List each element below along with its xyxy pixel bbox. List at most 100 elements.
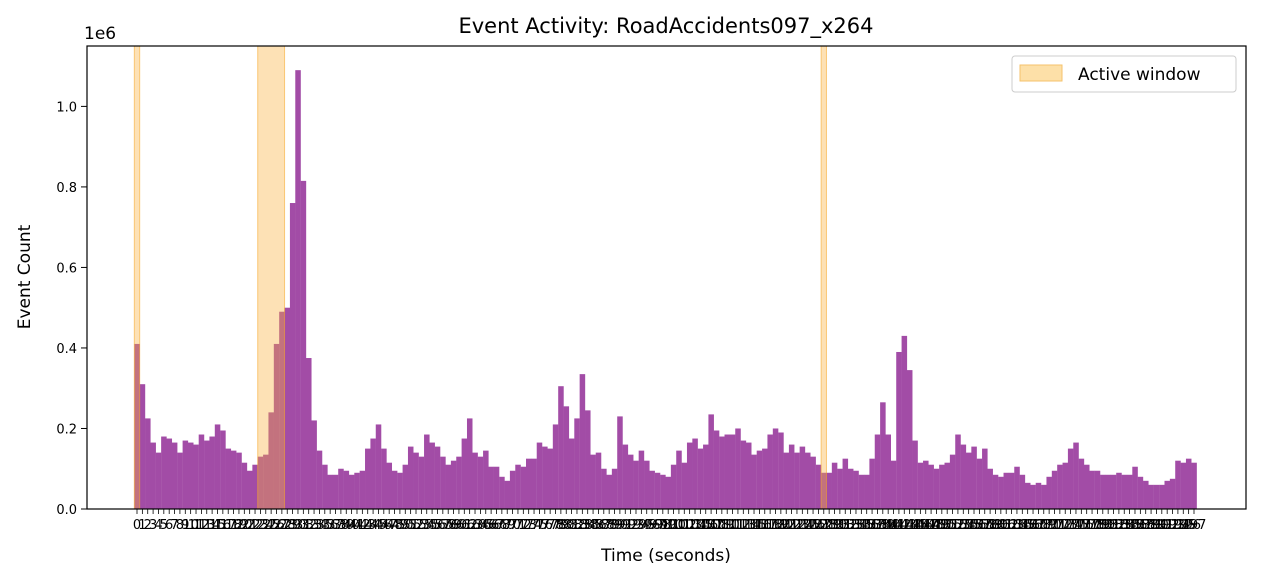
x-tick-label: 37: [327, 518, 344, 533]
bar: [365, 448, 371, 509]
bar: [563, 406, 570, 509]
bar: [547, 448, 553, 509]
x-tick-label: 147: [913, 518, 938, 533]
x-tick-label: 47: [381, 518, 398, 533]
bar: [284, 307, 291, 509]
x-tick-label: 4: [154, 518, 162, 533]
bar: [542, 446, 548, 509]
x-tick-label: 88: [601, 518, 618, 533]
x-tick-label: 192: [1155, 518, 1180, 533]
x-tick-label: 137: [860, 518, 885, 533]
y-tick-label: 1.0: [56, 100, 77, 115]
x-tick-label: 43: [359, 518, 376, 533]
bar: [434, 446, 441, 509]
bar: [1148, 484, 1154, 509]
x-tick-label: 62: [461, 518, 478, 533]
bar: [810, 456, 816, 509]
x-tick-label: 121: [774, 518, 799, 533]
bar: [1110, 474, 1117, 509]
bar: [772, 428, 779, 509]
x-tick-label: 35: [317, 518, 334, 533]
bar: [466, 418, 473, 509]
x-tick-label: 34: [311, 518, 328, 533]
bar: [665, 476, 672, 509]
x-tick-label: 9: [181, 518, 189, 533]
y-scale-offset: 1e6: [84, 24, 116, 44]
bar: [1067, 448, 1074, 509]
bar: [440, 456, 446, 509]
bar: [311, 420, 317, 509]
x-tick-label: 195: [1171, 518, 1196, 533]
x-tick-label: 140: [876, 518, 901, 533]
x-tick-label: 11: [188, 518, 205, 533]
bar: [1046, 476, 1052, 509]
bar: [461, 438, 468, 509]
x-tick-label: 169: [1031, 518, 1056, 533]
bar: [858, 474, 865, 509]
x-tick-label: 2: [144, 518, 152, 533]
bar: [890, 460, 897, 509]
x-tick-label: 38: [333, 518, 350, 533]
bar: [719, 436, 725, 509]
bar: [531, 458, 537, 509]
x-tick-label: 36: [322, 518, 339, 533]
x-tick-label: 186: [1123, 518, 1148, 533]
x-tick-label: 193: [1160, 518, 1185, 533]
x-tick-label: 157: [967, 518, 992, 533]
x-tick-label: 168: [1026, 518, 1051, 533]
x-tick-label: 19: [231, 518, 248, 533]
x-tick-label: 31: [295, 518, 312, 533]
bar: [418, 456, 425, 509]
bar: [880, 402, 886, 509]
bar: [1073, 442, 1079, 509]
x-tick-label: 84: [579, 518, 596, 533]
x-tick-label: 167: [1021, 518, 1046, 533]
x-tick-label: 144: [897, 518, 922, 533]
x-tick-label: 78: [547, 518, 564, 533]
bar: [375, 424, 382, 509]
x-tick-label: 154: [951, 518, 976, 533]
x-tick-label: 66: [483, 518, 500, 533]
bar: [300, 180, 307, 509]
x-tick-label: 39: [338, 518, 355, 533]
x-tick-label: 29: [284, 518, 301, 533]
x-tick-label: 176: [1069, 518, 1094, 533]
x-tick-label: 42: [354, 518, 371, 533]
bar: [1185, 458, 1192, 509]
bar: [611, 468, 618, 509]
x-tick-label: 81: [563, 518, 580, 533]
x-tick-label: 151: [935, 518, 960, 533]
bar: [998, 476, 1004, 509]
y-tick-label: 0.6: [56, 261, 77, 276]
chart-title: Event Activity: RoadAccidents097_x264: [458, 14, 873, 39]
x-tick-label: 69: [499, 518, 516, 533]
bar: [778, 432, 784, 509]
x-tick-label: 32: [300, 518, 317, 533]
legend-frame: [1011, 55, 1237, 93]
bar: [713, 430, 720, 509]
x-tick-label: 51: [402, 518, 419, 533]
x-tick-label: 99: [660, 518, 677, 533]
x-tick-label: 48: [386, 518, 403, 533]
x-tick-label: 97: [649, 518, 666, 533]
bar: [1137, 476, 1144, 509]
bar: [794, 452, 800, 509]
x-tick-label: 45: [370, 518, 387, 533]
active-window-band: [820, 45, 827, 510]
x-tick-label: 96: [644, 518, 661, 533]
bar: [654, 472, 661, 509]
bar: [906, 370, 913, 509]
bar: [939, 464, 945, 509]
x-tick-label: 12: [193, 518, 210, 533]
x-tick-label: 175: [1064, 518, 1089, 533]
bar: [429, 442, 435, 509]
bar: [155, 452, 162, 509]
x-tick-label: 18: [225, 518, 242, 533]
x-tick-label: 46: [376, 518, 393, 533]
x-tick-label: 188: [1133, 518, 1158, 533]
x-tick-label: 114: [736, 518, 761, 533]
bar: [622, 444, 629, 509]
bar: [949, 454, 956, 509]
x-tick-label: 161: [988, 518, 1013, 533]
x-tick-label: 27: [274, 518, 291, 533]
